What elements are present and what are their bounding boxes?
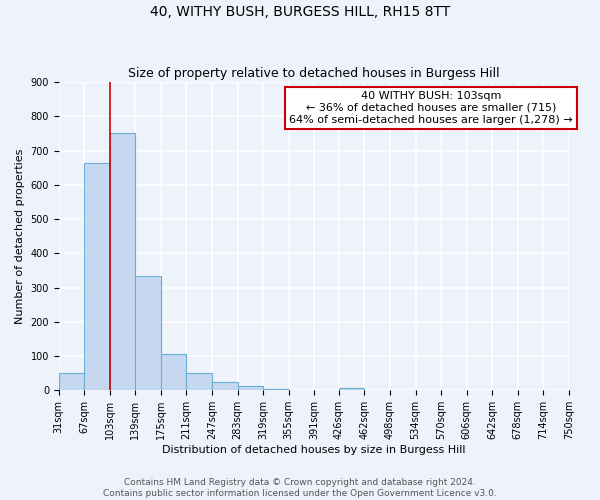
Bar bbox=[339, 388, 364, 390]
Bar bbox=[59, 373, 85, 390]
Bar bbox=[136, 276, 161, 390]
Bar bbox=[161, 354, 187, 391]
Bar bbox=[263, 388, 289, 390]
Text: 40 WITHY BUSH: 103sqm
← 36% of detached houses are smaller (715)
64% of semi-det: 40 WITHY BUSH: 103sqm ← 36% of detached … bbox=[289, 92, 573, 124]
Bar bbox=[238, 386, 263, 390]
Bar bbox=[110, 134, 136, 390]
Bar bbox=[212, 382, 238, 390]
Bar bbox=[85, 162, 110, 390]
Text: 40, WITHY BUSH, BURGESS HILL, RH15 8TT: 40, WITHY BUSH, BURGESS HILL, RH15 8TT bbox=[150, 5, 450, 19]
Title: Size of property relative to detached houses in Burgess Hill: Size of property relative to detached ho… bbox=[128, 66, 500, 80]
Text: Contains HM Land Registry data © Crown copyright and database right 2024.
Contai: Contains HM Land Registry data © Crown c… bbox=[103, 478, 497, 498]
Bar bbox=[187, 373, 212, 390]
X-axis label: Distribution of detached houses by size in Burgess Hill: Distribution of detached houses by size … bbox=[162, 445, 466, 455]
Y-axis label: Number of detached properties: Number of detached properties bbox=[15, 148, 25, 324]
